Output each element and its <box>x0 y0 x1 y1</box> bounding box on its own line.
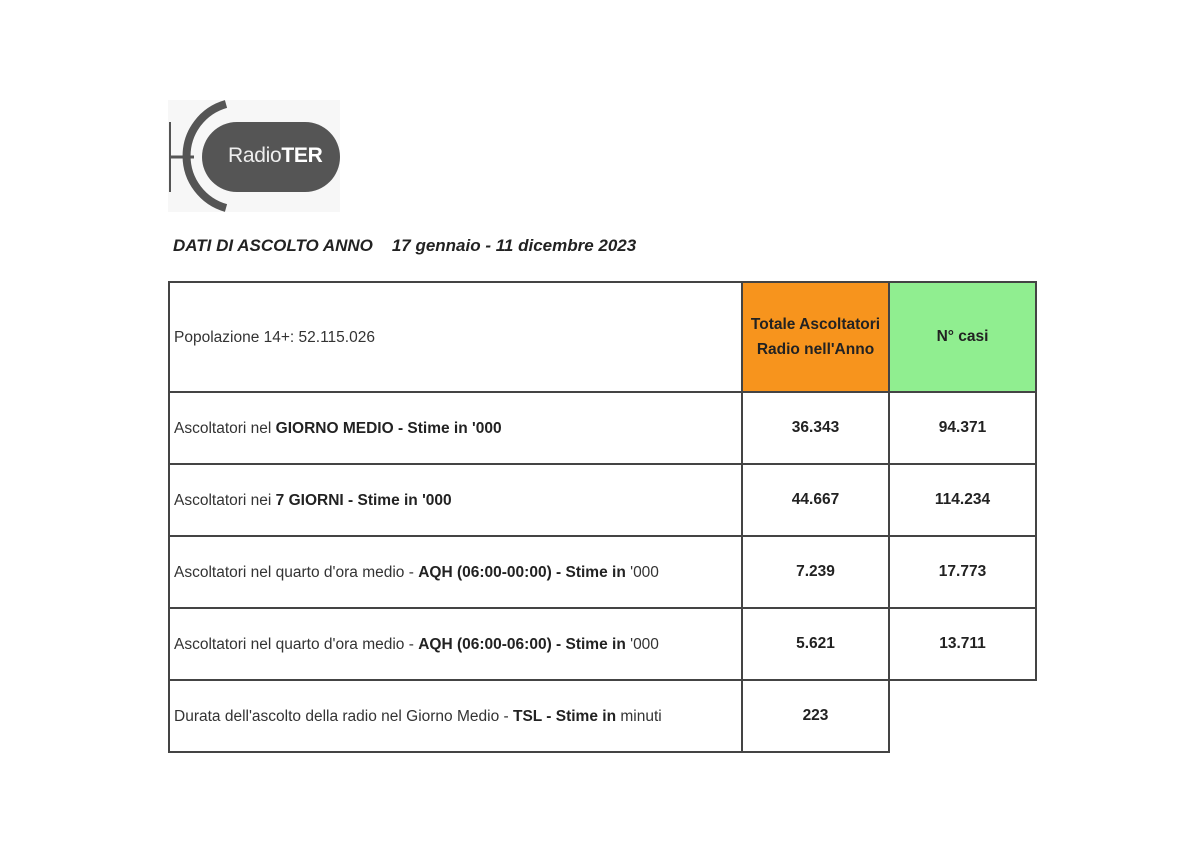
total-value: 36.343 <box>741 391 890 465</box>
total-value: 44.667 <box>741 463 890 537</box>
table-row: Durata dell'ascolto della radio nel Gior… <box>168 679 1036 753</box>
total-value: 7.239 <box>741 535 890 609</box>
logo-text-bold: TER <box>281 144 323 167</box>
cases-value: 13.711 <box>888 607 1037 681</box>
table-row: Ascoltatori nel GIORNO MEDIO - Stime in … <box>168 391 1037 465</box>
title-period: 17 gennaio - 11 dicembre 2023 <box>391 236 637 255</box>
population-cell: Popolazione 14+: 52.115.026 <box>168 281 743 393</box>
radioter-logo <box>168 100 340 212</box>
row-label: Ascoltatori nel quarto d'ora medio - AQH… <box>168 607 743 681</box>
label-bold: 7 GIORNI - Stime in '000 <box>275 491 452 509</box>
empty-cell <box>888 680 1036 752</box>
cases-value: 17.773 <box>888 535 1037 609</box>
row-label: Ascoltatori nel GIORNO MEDIO - Stime in … <box>168 391 743 465</box>
total-value: 223 <box>741 679 890 753</box>
table-header-row: Popolazione 14+: 52.115.026 Totale Ascol… <box>168 281 1037 393</box>
row-label: Durata dell'ascolto della radio nel Gior… <box>168 679 743 753</box>
logo-text: RadioTER <box>228 144 323 168</box>
cases-value: 94.371 <box>888 391 1037 465</box>
label-text: Ascoltatori nel quarto d'ora medio - <box>174 563 419 581</box>
table-row: Ascoltatori nel quarto d'ora medio - AQH… <box>168 535 1037 609</box>
radio-wave-logo-icon <box>169 100 340 212</box>
label-bold: AQH (06:00-06:00) - Stime in <box>418 635 626 653</box>
table-row: Ascoltatori nei 7 GIORNI - Stime in '000… <box>168 463 1037 537</box>
label-suffix: minuti <box>616 707 662 725</box>
cases-value: 114.234 <box>888 463 1037 537</box>
total-value: 5.621 <box>741 607 890 681</box>
label-bold: TSL - Stime in <box>512 707 617 725</box>
title-label: DATI DI ASCOLTO ANNO <box>173 236 373 255</box>
label-suffix: '000 <box>625 635 659 653</box>
logo-text-light: Radio <box>228 144 282 167</box>
label-suffix: '000 <box>625 563 659 581</box>
page-title: DATI DI ASCOLTO ANNO 17 gennaio - 11 dic… <box>173 236 636 256</box>
listening-data-table: Popolazione 14+: 52.115.026 Totale Ascol… <box>168 281 1037 753</box>
row-label: Ascoltatori nel quarto d'ora medio - AQH… <box>168 535 743 609</box>
label-text: Ascoltatori nei <box>174 491 276 509</box>
total-listeners-header: Totale Ascoltatori Radio nell'Anno <box>741 281 890 393</box>
label-text: Durata dell'ascolto della radio nel Gior… <box>174 707 513 725</box>
cases-header: N° casi <box>888 281 1037 393</box>
label-bold: GIORNO MEDIO - Stime in '000 <box>275 419 502 437</box>
label-text: Ascoltatori nel quarto d'ora medio - <box>174 635 419 653</box>
table-row: Ascoltatori nel quarto d'ora medio - AQH… <box>168 607 1037 681</box>
label-text: Ascoltatori nel <box>174 419 276 437</box>
label-bold: AQH (06:00-00:00) - Stime in <box>418 563 626 581</box>
row-label: Ascoltatori nei 7 GIORNI - Stime in '000 <box>168 463 743 537</box>
